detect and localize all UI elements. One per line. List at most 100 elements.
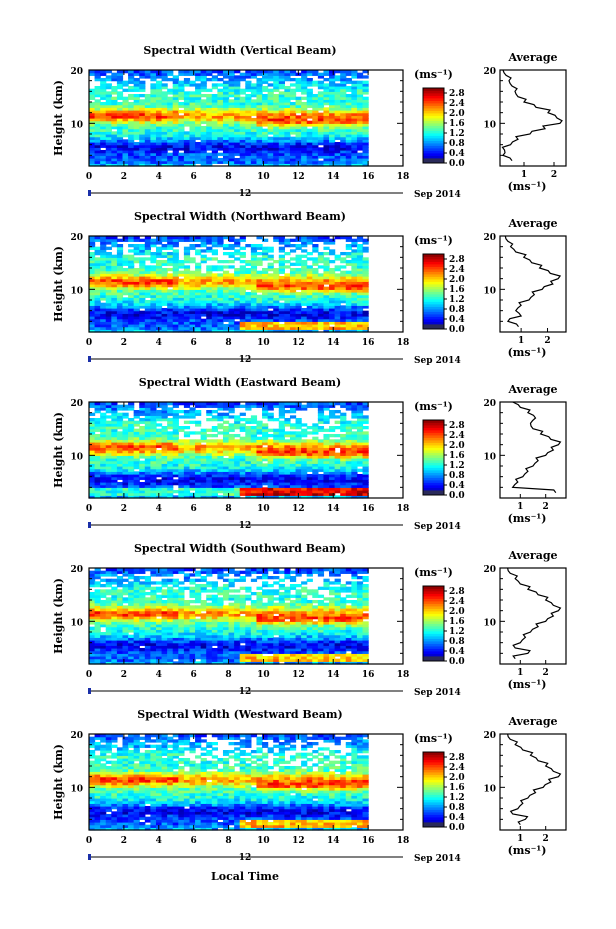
heatmap-cell (312, 439, 319, 443)
heatmap-cell (340, 276, 347, 280)
heatmap-cell (273, 136, 280, 140)
heatmap-cell (189, 244, 196, 248)
heatmap-cell (329, 238, 336, 242)
heatmap-cell (351, 402, 358, 406)
heatmap-cell (116, 252, 124, 256)
heatmap-cell (323, 96, 330, 100)
heatmap-cell (228, 83, 235, 87)
heatmap-cell (256, 78, 263, 82)
heatmap-cell (351, 284, 358, 288)
average-x-tick-label: 1 (521, 170, 527, 180)
heatmap-cell (234, 458, 241, 462)
heatmap-cell (278, 241, 285, 245)
heatmap-cell (133, 110, 140, 114)
heatmap-cell (356, 308, 364, 312)
heatmap-cell (206, 268, 213, 272)
heatmap-cell (256, 142, 263, 146)
heatmap-cell (161, 246, 168, 250)
heatmap-cell (306, 286, 313, 290)
heatmap-cell (155, 268, 163, 272)
heatmap-cell (362, 492, 369, 496)
heatmap-cell (323, 439, 330, 443)
heatmap-cell (329, 313, 336, 317)
heatmap-cell (306, 468, 313, 472)
heatmap-cell (89, 460, 96, 464)
heatmap-cell (206, 115, 213, 119)
heatmap-cell (301, 249, 308, 253)
heatmap-cell (211, 479, 218, 483)
heatmap-cell (211, 107, 218, 111)
heatmap-cell (340, 104, 347, 108)
heatmap-cell (250, 305, 258, 309)
heatmap-cell (312, 273, 319, 277)
heatmap-cell (94, 158, 101, 162)
heatmap-cell (133, 294, 140, 298)
heatmap-cell (161, 96, 168, 100)
heatmap-cell (228, 444, 235, 448)
heatmap-cell (105, 94, 112, 98)
heatmap-cell (222, 270, 230, 274)
heatmap-cell (356, 428, 364, 432)
heatmap-cell (262, 80, 269, 84)
heatmap-cell (228, 78, 235, 82)
heatmap-cell (345, 120, 352, 124)
heatmap-cell (222, 110, 230, 114)
heatmap-cell (111, 313, 118, 317)
heatmap-cell (161, 278, 168, 282)
heatmap-cell (150, 460, 157, 464)
heatmap-cell (144, 468, 151, 472)
heatmap-cell (116, 431, 124, 435)
heatmap-cell (128, 107, 135, 111)
heatmap-cell (183, 474, 191, 478)
heatmap-cell (250, 126, 258, 130)
heatmap-cell (329, 310, 336, 314)
heatmap-cell (167, 160, 174, 164)
heatmap-cell (289, 492, 297, 496)
heatmap-cell (189, 260, 196, 264)
heatmap-cell (345, 284, 352, 288)
heatmap-cell (161, 308, 168, 312)
heatmap-cell (312, 112, 319, 116)
heatmap-cell (278, 96, 285, 100)
heatmap-cell (100, 471, 107, 475)
heatmap-cell (289, 136, 297, 140)
heatmap-cell (250, 286, 258, 290)
heatmap-cell (312, 152, 319, 156)
heatmap-cell (167, 163, 174, 167)
heatmap-cell (116, 439, 124, 443)
heatmap-cell (94, 126, 101, 130)
heatmap-cell (211, 147, 218, 151)
heatmap-cell (206, 278, 213, 282)
heatmap-cell (329, 110, 336, 114)
heatmap-cell (256, 490, 263, 494)
heatmap-cell (267, 300, 274, 304)
heatmap-cell (89, 241, 96, 245)
heatmap-cell (362, 265, 369, 269)
heatmap-cell (289, 94, 297, 98)
heatmap-cell (278, 316, 285, 320)
heatmap-cell (278, 91, 285, 95)
heatmap-cell (189, 158, 196, 162)
heatmap-cell (267, 147, 274, 151)
heatmap-cell (150, 281, 157, 285)
heatmap-cell (356, 120, 364, 124)
heatmap-cell (89, 466, 96, 470)
heatmap-cell (161, 402, 168, 406)
heatmap-cell (329, 439, 336, 443)
heatmap-cell (206, 487, 213, 491)
heatmap-cell (267, 278, 274, 282)
heatmap-cell (211, 468, 218, 472)
heatmap-cell (329, 94, 336, 98)
heatmap-cell (362, 246, 369, 250)
heatmap-cell (245, 126, 252, 130)
heatmap-cell (89, 139, 96, 143)
heatmap-cell (362, 276, 369, 280)
heatmap-cell (217, 471, 224, 475)
heatmap-cell (301, 484, 308, 488)
heatmap-cell (234, 70, 241, 74)
heatmap-cell (250, 273, 258, 277)
heatmap-cell (167, 276, 174, 280)
heatmap-cell (228, 300, 235, 304)
heatmap-cell (144, 268, 151, 272)
heatmap-cell (172, 482, 179, 486)
